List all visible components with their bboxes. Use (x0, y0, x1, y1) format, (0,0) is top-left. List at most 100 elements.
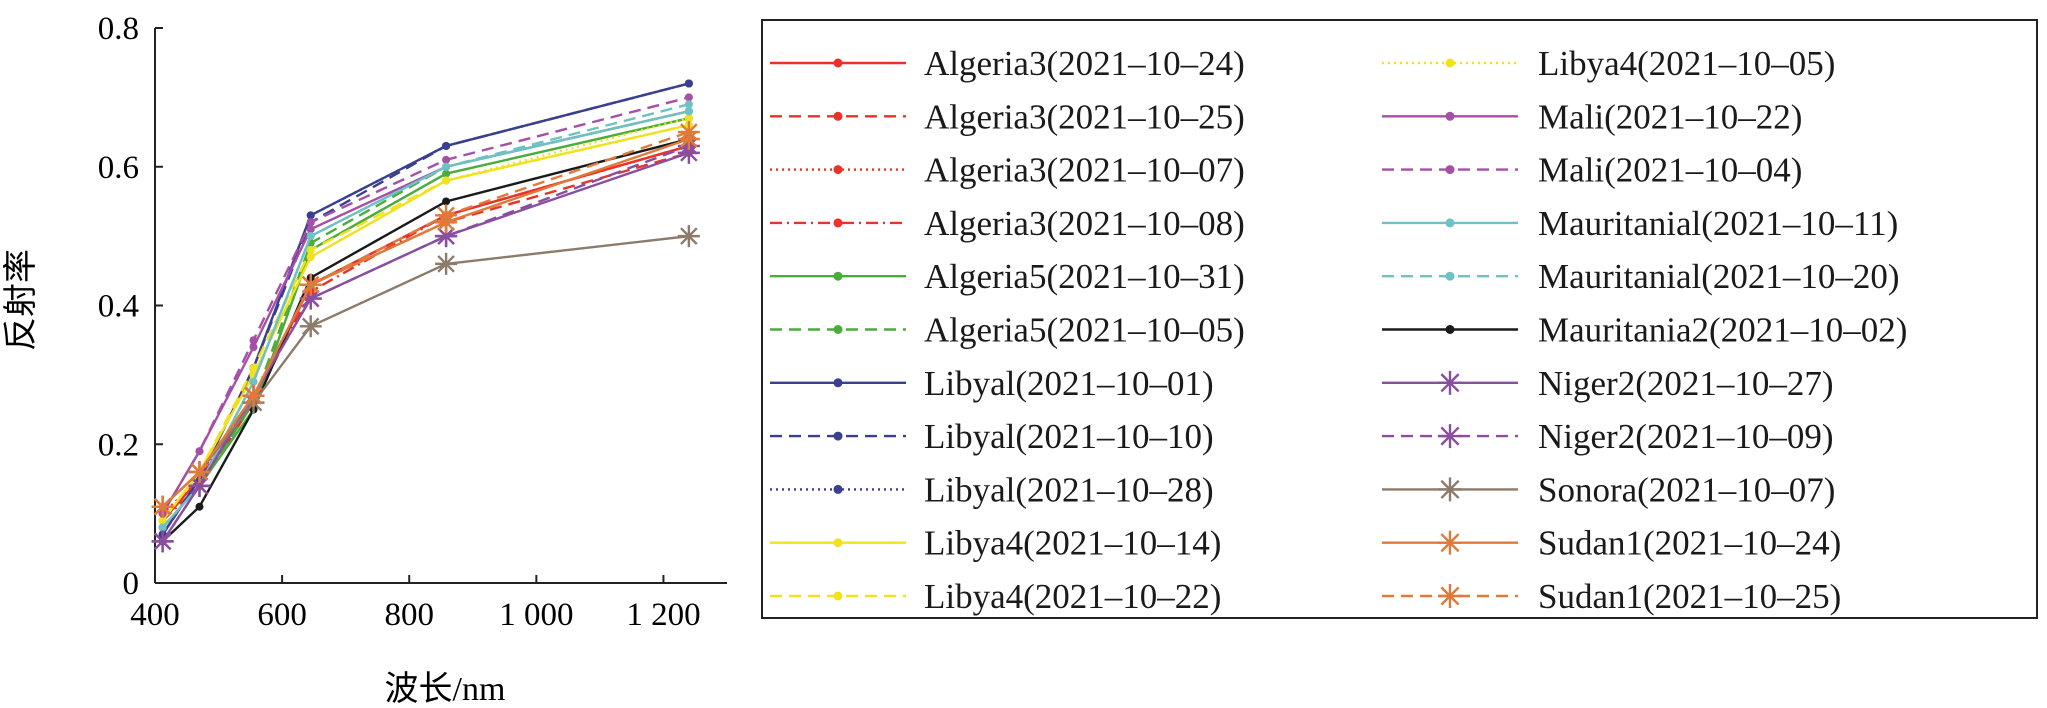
point-marker (195, 502, 204, 511)
star-marker (435, 225, 458, 248)
point-marker (1445, 218, 1455, 228)
series-line (161, 144, 690, 515)
series-line (161, 123, 690, 522)
y-tick-label: 0.4 (98, 289, 139, 325)
series-line (161, 144, 690, 522)
point-marker (442, 141, 451, 150)
series-line (161, 151, 690, 543)
legend-entry: Mauritania2(2021–10–02) (1382, 311, 1907, 350)
legend-label: Niger2(2021–10–09) (1538, 417, 1834, 456)
x-axis-label: 波长/nm (385, 670, 506, 708)
point-marker (833, 111, 843, 121)
legend-entry: Algeria3(2021–10–07) (770, 151, 1245, 190)
point-marker (833, 378, 843, 388)
legend-label: Algeria3(2021–10–08) (924, 204, 1245, 243)
point-marker (684, 100, 693, 109)
x-tick-label: 800 (384, 597, 434, 633)
legend-label: Mali(2021–10–22) (1538, 97, 1802, 136)
legend-entry: Mauritanial(2021–10–20) (1382, 257, 1900, 296)
legend-entry: Libyal(2021–10–10) (770, 417, 1214, 456)
star-marker (151, 495, 174, 518)
point-marker (158, 523, 167, 532)
series-8 (158, 79, 693, 539)
star-marker (1438, 530, 1462, 555)
legend-entry: Libya4(2021–10–22) (770, 577, 1221, 616)
series-line (161, 82, 690, 536)
point-marker (684, 79, 693, 88)
star-marker (299, 273, 322, 296)
point-marker (1445, 111, 1455, 121)
x-tick-label: 600 (257, 597, 307, 633)
legend: Algeria3(2021–10–24) Algeria3(2021–10–25)… (761, 19, 2038, 619)
y-axis-label: 反射率 (2, 249, 40, 351)
point-marker (684, 114, 693, 123)
series-line (161, 137, 690, 543)
series-17 (151, 141, 700, 553)
legend-label: Mauritanial(2021–10–11) (1538, 204, 1898, 243)
point-marker (158, 516, 167, 525)
legend-label: Algeria3(2021–10–24) (924, 44, 1245, 83)
legend-label: Mauritanial(2021–10–20) (1538, 257, 1900, 296)
series-line (161, 144, 690, 543)
point-marker (306, 252, 315, 261)
series-line (161, 110, 690, 529)
legend-entry: Libya4(2021–10–05) (1382, 44, 1835, 83)
point-marker (249, 363, 258, 372)
point-marker (306, 211, 315, 220)
legend-label: Sonora(2021–10–07) (1538, 470, 1835, 509)
x-tick-label: 1 000 (499, 597, 573, 633)
legend-label: Libya4(2021–10–14) (924, 524, 1221, 563)
series-3 (158, 141, 693, 525)
legend-entry: Libyal(2021–10–01) (770, 364, 1214, 403)
series-21 (151, 121, 700, 518)
star-marker (1438, 424, 1462, 449)
series-13 (158, 93, 693, 518)
y-tick-label: 0.2 (98, 427, 139, 463)
series-line (161, 82, 690, 536)
star-marker (242, 384, 265, 407)
star-marker (677, 225, 700, 248)
legend-entry: Mali(2021–10–22) (1382, 97, 1802, 136)
legend-entry: Algeria5(2021–10–31) (770, 257, 1245, 296)
legend-label: Mauritania2(2021–10–02) (1538, 311, 1907, 350)
star-marker (435, 252, 458, 275)
legend-entry: Mauritanial(2021–10–11) (1382, 204, 1898, 243)
legend-label: Mali(2021–10–04) (1538, 151, 1802, 190)
series-16 (158, 135, 693, 546)
chart-axes: 0 0.2 0.4 0.6 0.8 400 600 800 1 000 1 200 (98, 11, 727, 633)
point-marker (833, 484, 843, 494)
series-line (161, 82, 690, 536)
point-marker (833, 325, 843, 334)
legend-entry: Libyal(2021–10–28) (770, 470, 1214, 509)
point-marker (833, 431, 843, 441)
series-9 (158, 121, 693, 525)
axis-labels: 反射率 波长/nm (2, 249, 505, 708)
legend-label: Algeria3(2021–10–25) (924, 97, 1245, 136)
point-marker (1445, 165, 1455, 175)
point-marker (442, 162, 451, 171)
legend-entry: Libya4(2021–10–14) (770, 524, 1221, 563)
series-line (161, 151, 690, 522)
point-marker (833, 591, 843, 601)
series-1 (158, 148, 693, 525)
legend-entry: Niger2(2021–10–09) (1382, 417, 1834, 456)
star-marker (435, 204, 458, 227)
legend-entry: Niger2(2021–10–27) (1382, 364, 1834, 403)
legend-box (761, 19, 2038, 619)
point-marker (833, 538, 843, 548)
series-10 (158, 121, 693, 525)
point-marker (306, 232, 315, 241)
series-18 (151, 134, 700, 553)
star-marker (1438, 584, 1462, 608)
legend-entry: Algeria5(2021–10–05) (770, 311, 1245, 350)
legend-label: Libya4(2021–10–22) (924, 577, 1221, 616)
star-marker (151, 530, 174, 553)
legend-label: Libyal(2021–10–01) (924, 364, 1214, 403)
point-marker (684, 93, 693, 102)
point-marker (684, 107, 693, 116)
point-marker (442, 169, 451, 178)
series-line (161, 137, 690, 508)
point-marker (1445, 58, 1455, 68)
star-marker (188, 461, 211, 483)
